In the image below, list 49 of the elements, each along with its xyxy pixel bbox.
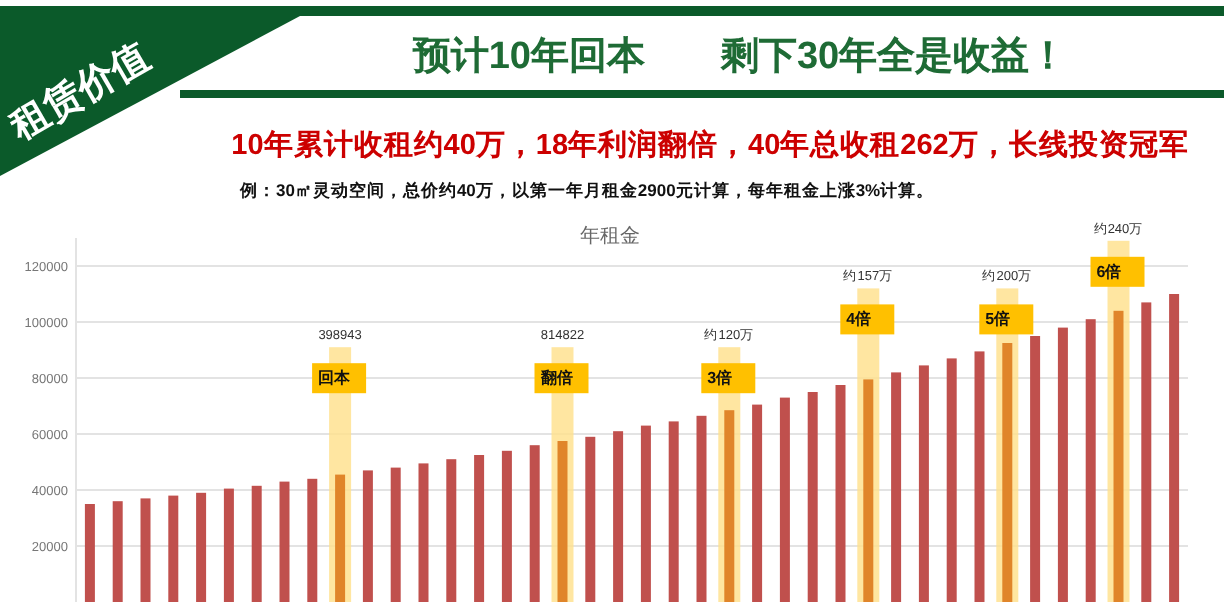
chart-title: 预计10年回本 剩下30年全是收益！ xyxy=(410,34,1068,78)
annotation: 3倍 xyxy=(707,369,733,388)
bar xyxy=(390,467,401,602)
annotation: 4倍 xyxy=(846,310,872,329)
bar xyxy=(613,431,624,602)
bar xyxy=(752,404,763,602)
bar xyxy=(501,450,512,602)
bar xyxy=(974,351,985,602)
annotation: 回本 xyxy=(318,369,353,388)
bar xyxy=(696,415,707,602)
bar xyxy=(1030,336,1041,602)
bar xyxy=(279,481,290,602)
bar xyxy=(946,358,957,602)
bar xyxy=(891,372,902,602)
bar xyxy=(1057,327,1068,602)
bar xyxy=(362,470,373,602)
bar xyxy=(84,504,95,602)
bar xyxy=(446,459,457,602)
bar xyxy=(1169,294,1180,602)
annotation: 6倍 xyxy=(1096,262,1122,281)
bar xyxy=(335,474,346,602)
annotation: 年租金 xyxy=(580,224,640,248)
bar xyxy=(529,445,540,602)
bar xyxy=(418,463,429,602)
annotation: 翻倍 xyxy=(538,369,573,388)
bar xyxy=(557,441,568,602)
bar xyxy=(1002,343,1013,602)
bar xyxy=(779,397,790,602)
bar xyxy=(807,392,818,602)
annotation: 5倍 xyxy=(985,310,1011,329)
bar xyxy=(640,425,651,602)
bar xyxy=(251,485,262,602)
bar xyxy=(863,379,874,602)
bar xyxy=(140,498,151,602)
bar xyxy=(168,495,179,602)
bar xyxy=(1113,310,1124,602)
bar xyxy=(835,385,846,602)
bar xyxy=(1085,319,1096,602)
bar xyxy=(724,410,735,602)
text: 例：30㎡灵动空间，总价约40万，以第一年月租金2900元计算，每年租金上涨3%计算。 xyxy=(238,180,935,200)
bar xyxy=(196,492,207,602)
bar xyxy=(1141,302,1152,602)
bar xyxy=(918,365,929,602)
bar xyxy=(307,478,318,602)
bar xyxy=(585,436,596,602)
bar xyxy=(474,455,485,602)
bar xyxy=(112,501,123,602)
bar xyxy=(668,421,679,602)
bar xyxy=(223,488,234,602)
